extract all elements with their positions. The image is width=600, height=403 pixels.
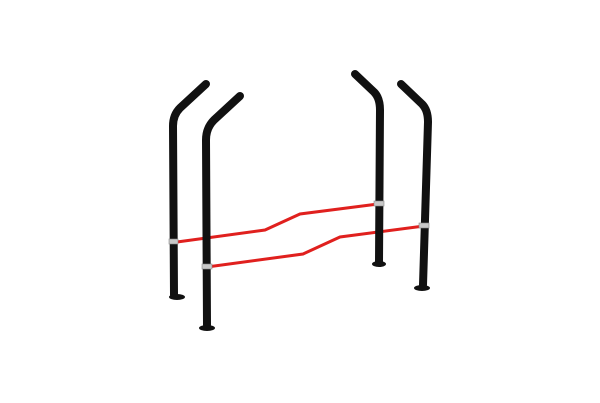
post-back-right [351, 70, 384, 266]
crossbar-back [176, 202, 379, 244]
foot [414, 285, 430, 291]
collar [168, 238, 179, 245]
collar [373, 200, 385, 207]
post-front-right [397, 80, 432, 289]
collar [418, 222, 430, 229]
foot [169, 294, 185, 300]
posts [169, 70, 432, 329]
feet [169, 261, 430, 331]
foot [199, 325, 215, 331]
foot [372, 261, 386, 267]
collars [168, 200, 430, 270]
post-back-left [169, 80, 210, 299]
collar [201, 263, 213, 270]
post-front-left [202, 92, 244, 329]
